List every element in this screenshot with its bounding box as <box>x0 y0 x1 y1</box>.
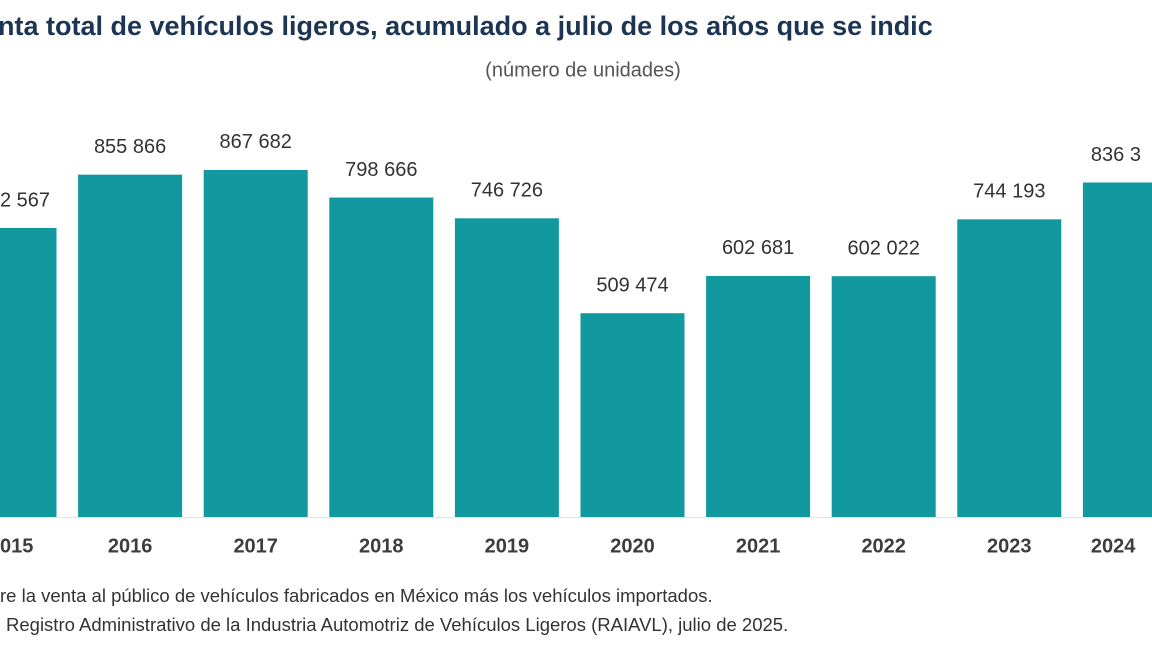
x-tick-label: 2017 <box>233 535 278 557</box>
bar <box>706 275 811 517</box>
bar <box>831 276 936 517</box>
bar <box>0 227 57 517</box>
note: re la venta al público de vehículos fabr… <box>0 585 713 606</box>
x-tick-label: 2016 <box>108 535 153 557</box>
x-tick-label: 2021 <box>736 535 781 557</box>
value-label: 867 682 <box>220 131 292 153</box>
x-tick-label: 2022 <box>861 535 906 557</box>
bar <box>454 218 559 517</box>
x-tick-label: 2020 <box>610 535 655 557</box>
value-label: 855 866 <box>94 136 166 158</box>
x-tick-label: 2024 <box>1091 535 1136 557</box>
bar <box>329 197 434 517</box>
value-label: 836 3 <box>1091 144 1141 166</box>
bar <box>580 313 685 517</box>
bar <box>78 174 183 517</box>
x-tick-label: 2023 <box>987 535 1032 557</box>
value-label: 746 726 <box>471 180 543 202</box>
value-label: 744 193 <box>973 181 1045 203</box>
value-label: 798 666 <box>345 159 417 181</box>
chart-title: nta total de vehículos ligeros, acumulad… <box>0 11 933 41</box>
value-label: 509 474 <box>596 274 668 296</box>
value-label: 2 567 <box>0 189 50 211</box>
bar <box>1082 182 1152 518</box>
chart-subtitle: (número de unidades) <box>485 59 681 81</box>
x-tick-label: 2019 <box>485 535 530 557</box>
bar <box>957 219 1062 517</box>
x-tick-label: 2018 <box>359 535 404 557</box>
bar <box>203 169 308 518</box>
value-label: 602 022 <box>848 237 920 259</box>
note: Registro Administrativo de la Industria … <box>6 614 788 635</box>
value-label: 602 681 <box>722 237 794 259</box>
x-tick-label: 015 <box>0 535 33 557</box>
